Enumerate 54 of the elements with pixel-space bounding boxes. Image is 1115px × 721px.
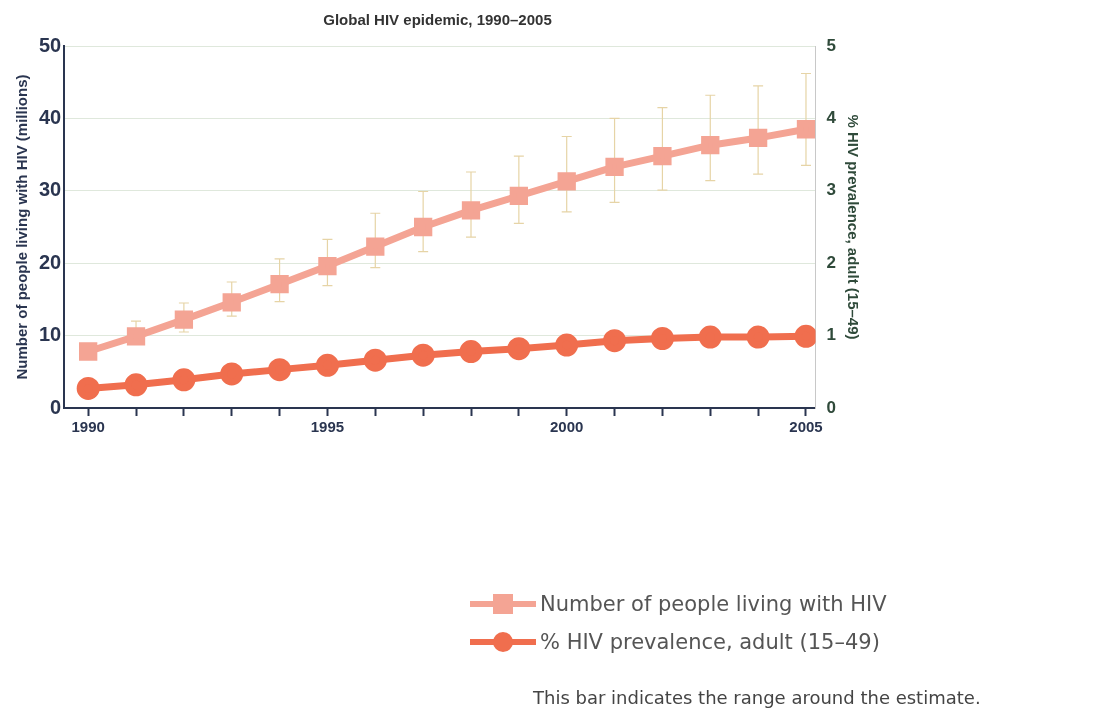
point [748,128,768,148]
point [603,329,627,353]
point [698,325,722,349]
point [411,343,435,367]
point [605,157,624,177]
x-tick-label: 2000 [550,418,584,436]
y-tick-label: 10 [39,323,62,346]
point [220,362,244,386]
y-axis-title: Number of people living with HIV (millions) [13,74,31,380]
point [459,340,483,364]
point [653,146,672,166]
legend-label: % HIV prevalence, adult (15–49) [540,630,880,654]
y2-tick-label: 1 [826,325,837,345]
point [746,325,770,349]
y2-tick-label: 5 [826,35,837,55]
y-tick-label: 0 [50,395,62,418]
point [557,172,576,191]
y2-tick-label: 0 [826,397,837,417]
point [174,310,194,329]
point [701,136,720,155]
y2-tick-label: 2 [826,252,837,272]
point [461,201,481,220]
y-tick-label: 30 [39,178,62,201]
point [270,275,289,294]
point [268,358,292,382]
y2-tick-label: 4 [826,108,837,128]
x-tick-label: 1995 [310,418,345,436]
y-tick-label: 20 [39,250,62,273]
point [366,237,385,256]
x-tick-label: 1990 [71,418,105,436]
point [315,353,339,377]
y2-tick-label: 3 [826,180,837,200]
point [507,337,531,361]
point [363,348,387,372]
point [555,333,579,357]
point [222,293,241,312]
point [650,327,674,350]
y2-axis-title: % HIV prevalence, adult (15–49) [844,114,862,340]
point [509,186,529,206]
point [79,342,98,361]
point [413,217,433,237]
chart-title: Global HIV epidemic, 1990–2005 [323,11,552,29]
y-tick-label: 40 [39,105,62,128]
point [126,327,146,346]
point [794,324,816,348]
legend-label: Number of people living with HIV [540,592,887,616]
point [76,376,100,400]
x-tick-label: 2005 [789,418,823,436]
point [172,368,196,392]
text: This bar indicates the range around the estimate. [533,687,981,708]
point [796,120,816,139]
point [318,256,337,276]
y-tick-label: 50 [39,33,62,56]
point [124,373,148,397]
